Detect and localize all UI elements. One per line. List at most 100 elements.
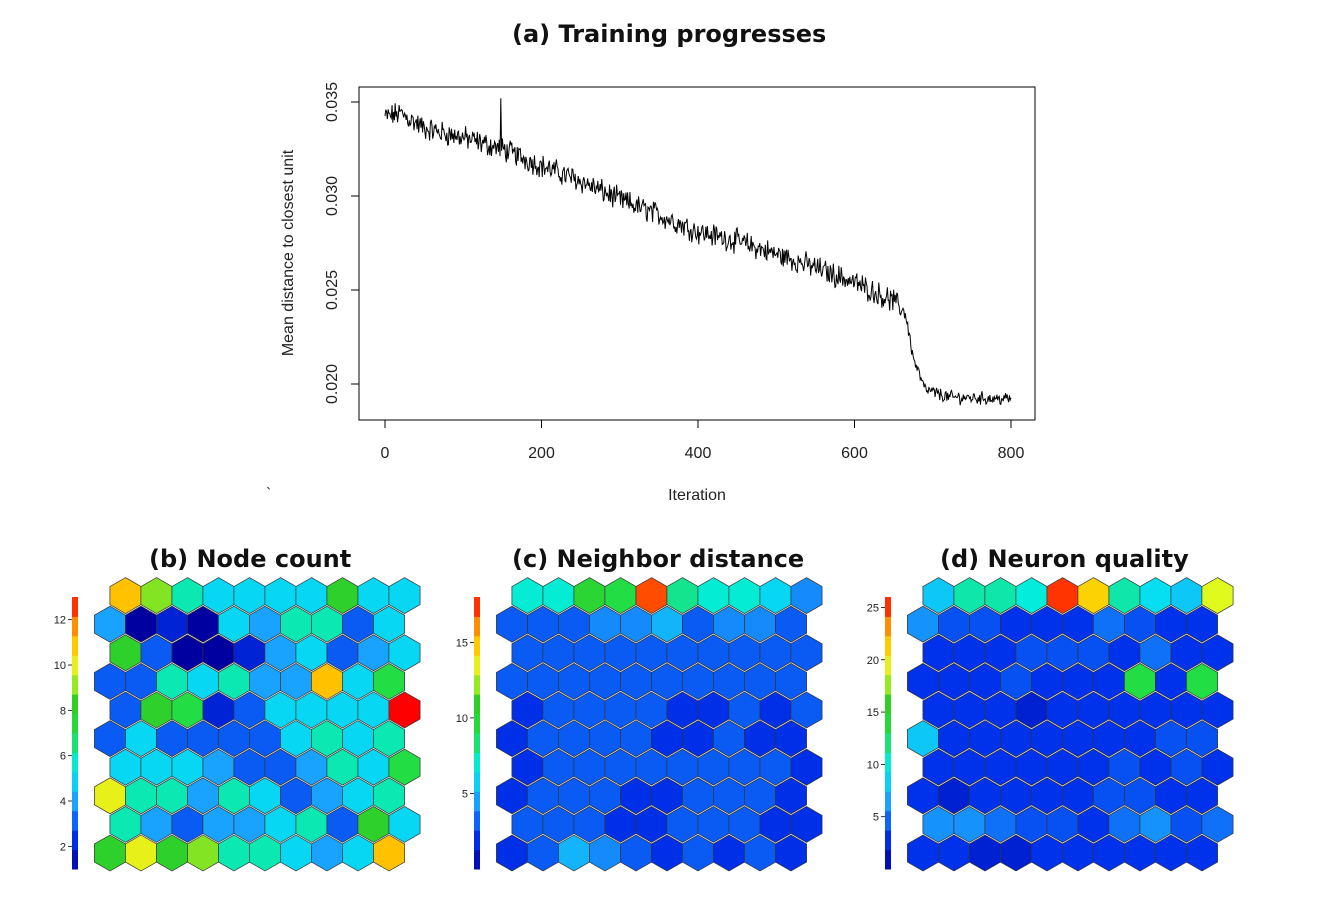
scale-segment: [885, 791, 891, 812]
hex-cell: [938, 834, 970, 872]
hex-cell: [249, 720, 281, 758]
hex-cell: [1031, 662, 1063, 700]
hex-cell: [1046, 805, 1079, 843]
hex-cell: [373, 605, 405, 643]
scale-segment: [72, 616, 78, 637]
hex-cell: [573, 577, 606, 615]
hex-cell: [651, 777, 683, 815]
hex-cell: [922, 805, 955, 843]
hex-cell: [187, 605, 219, 643]
x-axis-label: Iteration: [668, 487, 726, 504]
hex-cell: [1186, 777, 1218, 815]
hex-cell: [125, 605, 157, 643]
hex-cell: [635, 634, 668, 672]
hex-cell: [109, 634, 142, 672]
hex-cell: [682, 720, 714, 758]
hex-cell: [1201, 634, 1234, 672]
scale-segment: [885, 849, 891, 870]
hex-cell: [1046, 691, 1079, 729]
hex-cell: [171, 691, 204, 729]
hex-cell: [527, 662, 559, 700]
hex-cell: [922, 577, 955, 615]
hex-cell: [1201, 577, 1234, 615]
hex-cell: [357, 691, 390, 729]
hex-cell: [342, 720, 374, 758]
scale-tick-label: 15: [867, 707, 879, 719]
hex-cell: [728, 634, 761, 672]
hex-cell: [527, 720, 559, 758]
hex-cell: [94, 605, 126, 643]
hex-cell: [187, 777, 219, 815]
scale-tick-label: 20: [867, 655, 879, 667]
hex-cell: [373, 662, 405, 700]
hex-cell: [202, 577, 235, 615]
hex-cell: [249, 662, 281, 700]
hex-cell: [342, 777, 374, 815]
hex-cell: [527, 834, 559, 872]
hex-cell: [1093, 605, 1125, 643]
hex-cell: [218, 777, 250, 815]
hex-cell: [249, 834, 281, 872]
hex-cell: [171, 577, 204, 615]
hex-cell: [589, 834, 621, 872]
hex-cell: [651, 605, 683, 643]
hex-cell: [1031, 720, 1063, 758]
scale-segment: [885, 655, 891, 676]
hex-cell: [357, 805, 390, 843]
hex-cell: [233, 691, 266, 729]
hex-cell: [697, 577, 730, 615]
hex-cell: [326, 748, 359, 786]
hex-cell: [1155, 720, 1187, 758]
hex-cell: [728, 805, 761, 843]
hex-cell: [558, 834, 590, 872]
hex-cell: [1000, 662, 1032, 700]
hex-cell: [713, 720, 745, 758]
hex-cell: [604, 691, 637, 729]
hex-cell: [326, 805, 359, 843]
hex-cell: [938, 605, 970, 643]
hex-cell: [666, 634, 699, 672]
hex-cell: [94, 720, 126, 758]
hex-cell: [373, 777, 405, 815]
hex-cell: [620, 605, 652, 643]
hex-cell: [496, 777, 528, 815]
scale-segment: [885, 830, 891, 851]
scale-segment: [885, 616, 891, 637]
scale-segment: [72, 635, 78, 656]
hex-cell: [1062, 720, 1094, 758]
hex-cell: [511, 805, 544, 843]
hex-cell: [984, 577, 1017, 615]
hex-cell: [558, 720, 590, 758]
hex-cell: [558, 605, 590, 643]
hex-cell: [311, 777, 343, 815]
hex-cell: [295, 691, 328, 729]
hex-cell: [635, 748, 668, 786]
hex-cell: [1046, 748, 1079, 786]
hex-cell: [1031, 605, 1063, 643]
hex-cell: [938, 777, 970, 815]
scale-segment: [474, 830, 480, 851]
hex-cell: [326, 691, 359, 729]
hex-cell: [1015, 805, 1048, 843]
y-tick-label: 0.035: [324, 82, 341, 122]
hex-cell: [342, 834, 374, 872]
hex-cell: [218, 720, 250, 758]
scale-segment: [72, 810, 78, 831]
hex-cell: [1155, 834, 1187, 872]
hex-cell: [94, 777, 126, 815]
hex-cell: [156, 834, 188, 872]
scale-segment: [474, 810, 480, 831]
hex-cell: [907, 777, 939, 815]
series-line: [384, 98, 1012, 406]
hex-cell: [1015, 634, 1048, 672]
scale-segment: [474, 733, 480, 753]
y-tick-label: 0.020: [324, 364, 341, 404]
scale-segment: [72, 752, 78, 773]
hex-cell: [1201, 805, 1234, 843]
scale-segment: [72, 674, 78, 695]
plot-frame: [358, 86, 1036, 421]
scale-segment: [72, 597, 78, 617]
hex-cell: [1139, 691, 1172, 729]
hex-cell: [1155, 777, 1187, 815]
